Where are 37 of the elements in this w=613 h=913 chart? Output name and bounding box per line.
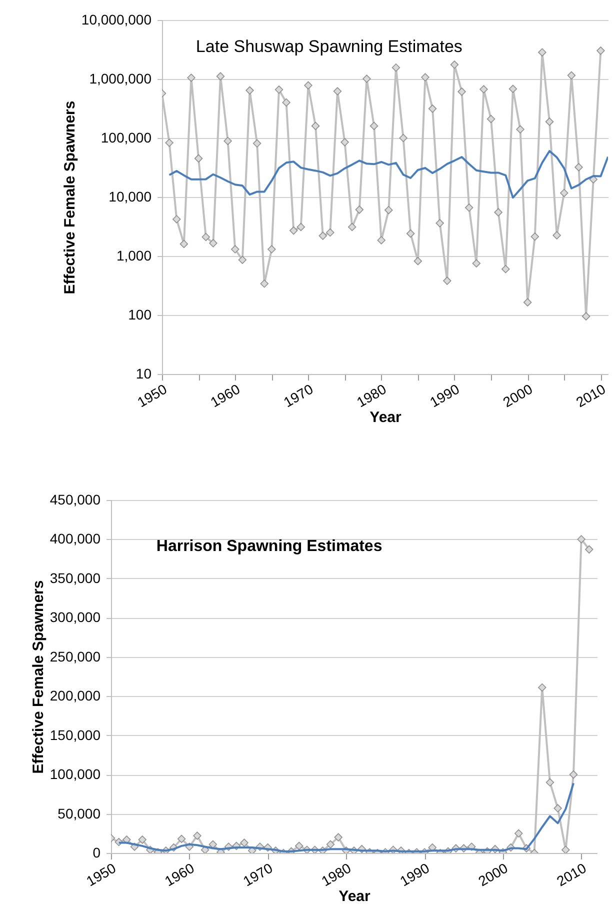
x-tick-label: 1980 bbox=[318, 860, 354, 890]
text: Late Shuswap Spawning Estimates bbox=[196, 37, 462, 56]
y-tick-label: 450,000 bbox=[50, 492, 101, 508]
x-tick-label: 1950 bbox=[84, 860, 119, 890]
x-tick-label: 1990 bbox=[426, 380, 462, 410]
x-tick-label: 2000 bbox=[475, 860, 511, 890]
y-tick-label: 250,000 bbox=[50, 648, 101, 664]
x-axis-title: Year bbox=[338, 888, 371, 906]
x-tick-label: 1950 bbox=[134, 380, 170, 410]
y-tick-label: 300,000 bbox=[50, 609, 101, 626]
x-tick-label: 2000 bbox=[500, 380, 536, 410]
y-tick-label: 0 bbox=[92, 844, 101, 860]
y-tick-label: 1,000 bbox=[116, 248, 152, 264]
x-tick-label: 1960 bbox=[208, 380, 243, 410]
y-tick-label: 200,000 bbox=[50, 688, 101, 704]
y-axis-title: Effective Female Spawners bbox=[61, 100, 78, 294]
y-tick-label: 350,000 bbox=[50, 570, 101, 586]
x-tick-label: 1970 bbox=[240, 860, 276, 890]
y-tick-label: 10,000 bbox=[108, 188, 152, 204]
x-tick-label: 1960 bbox=[162, 860, 198, 890]
y-tick-label: 400,000 bbox=[50, 530, 101, 547]
x-tick-label: 1990 bbox=[397, 860, 432, 890]
y-tick-label: 50,000 bbox=[58, 805, 101, 822]
x-tick-label: 2010 bbox=[573, 380, 608, 410]
y-tick-label: 100,000 bbox=[100, 130, 152, 146]
x-axis-title: Year bbox=[370, 409, 402, 426]
text: Harrison Spawning Estimates bbox=[156, 538, 382, 555]
x-tick-label: 1980 bbox=[354, 380, 390, 410]
y-tick-label: 100 bbox=[128, 306, 152, 322]
x-tick-label: 1970 bbox=[280, 380, 316, 410]
y-tick-label: 10 bbox=[136, 366, 152, 382]
y-tick-label: 1,000,000 bbox=[89, 70, 152, 86]
y-tick-label: 100,000 bbox=[50, 766, 101, 782]
y-tick-label: 150,000 bbox=[50, 726, 101, 743]
x-tick-label: 2010 bbox=[554, 860, 589, 890]
y-tick-label: 10,000,000 bbox=[81, 12, 152, 28]
y-axis-title: Effective Female Spawners bbox=[30, 580, 47, 774]
